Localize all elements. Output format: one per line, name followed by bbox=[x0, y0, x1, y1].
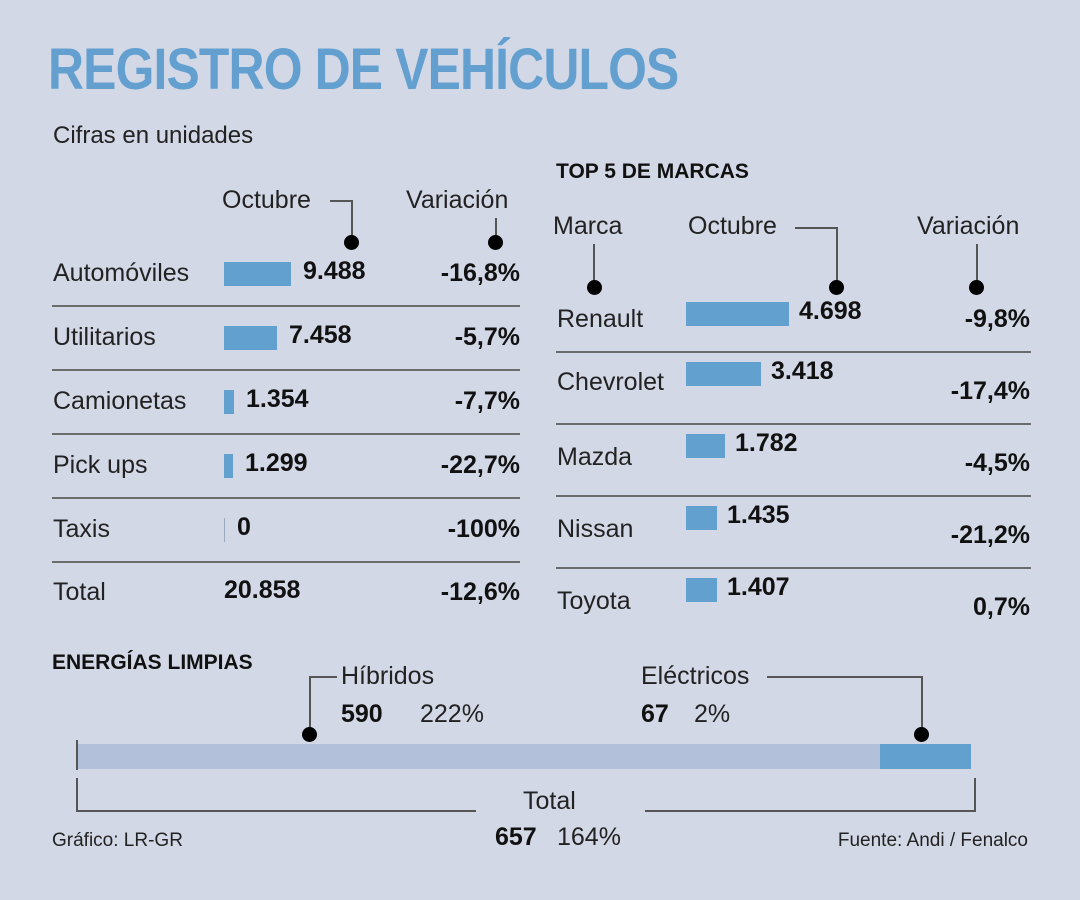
vehicle-type-bar bbox=[224, 262, 291, 286]
variacion-brands-marker-dot bbox=[969, 280, 984, 295]
octubre-marker-dot bbox=[344, 235, 359, 250]
vehicle-type-variation: -5,7% bbox=[454, 323, 520, 351]
graphic-credit: Gráfico: LR-GR bbox=[52, 830, 183, 851]
vehicle-type-variation: -7,7% bbox=[454, 387, 520, 415]
vehicle-type-label: Camionetas bbox=[53, 387, 187, 415]
hybrid-value: 590 bbox=[341, 700, 383, 728]
hybrid-leader-line-v bbox=[309, 676, 311, 732]
row-divider bbox=[556, 423, 1031, 425]
brand-value: 3.418 bbox=[771, 357, 834, 385]
hybrid-variation: 222% bbox=[420, 700, 484, 728]
page-title: REGISTRO DE VEHÍCULOS bbox=[48, 37, 679, 102]
row-divider bbox=[556, 351, 1031, 353]
total-variation: -12,6% bbox=[440, 578, 520, 606]
brand-label: Chevrolet bbox=[557, 368, 664, 396]
hybrid-bar-segment bbox=[78, 744, 880, 769]
marca-leader-line bbox=[593, 244, 595, 282]
brand-bar bbox=[686, 506, 717, 530]
brand-bar bbox=[686, 362, 761, 386]
brand-variation: -9,8% bbox=[964, 305, 1030, 333]
vehicle-type-variation: -100% bbox=[447, 515, 520, 543]
total-bracket-right bbox=[974, 778, 976, 812]
octubre-leader-line-h bbox=[330, 200, 352, 202]
units-subtitle: Cifras en unidades bbox=[53, 122, 254, 149]
vehicle-type-label: Automóviles bbox=[53, 259, 190, 287]
vehicle-type-variation: -16,8% bbox=[440, 259, 520, 287]
column-header-marca: Marca bbox=[553, 212, 623, 240]
vehicle-type-value: 1.354 bbox=[246, 385, 309, 413]
column-header-variacion: Variación bbox=[406, 186, 509, 214]
clean-total-variation: 164% bbox=[557, 823, 621, 851]
brand-bar bbox=[686, 434, 725, 458]
electric-marker-dot bbox=[914, 727, 929, 742]
row-divider bbox=[52, 369, 520, 371]
octubre-leader-line-v bbox=[351, 200, 353, 238]
row-divider bbox=[556, 567, 1031, 569]
total-value: 20.858 bbox=[224, 576, 301, 604]
column-header-octubre: Octubre bbox=[222, 186, 311, 214]
total-bracket-bottom-right bbox=[645, 810, 975, 812]
hybrid-leader-line-h bbox=[309, 676, 337, 678]
clean-energy-title: ENERGÍAS LIMPIAS bbox=[52, 651, 253, 674]
brand-value: 1.407 bbox=[727, 573, 790, 601]
row-divider bbox=[556, 495, 1031, 497]
vehicle-type-value: 0 bbox=[237, 513, 251, 541]
vehicle-type-bar bbox=[224, 518, 225, 542]
octubre-brands-leader-line-h bbox=[795, 227, 837, 229]
brand-label: Renault bbox=[557, 305, 644, 333]
row-divider bbox=[52, 497, 520, 499]
marca-marker-dot bbox=[587, 280, 602, 295]
vehicle-type-variation: -22,7% bbox=[440, 451, 520, 479]
vehicle-type-label: Utilitarios bbox=[53, 323, 156, 351]
brand-bar bbox=[686, 302, 789, 326]
total-bracket-bottom-left bbox=[76, 810, 476, 812]
brand-value: 4.698 bbox=[799, 297, 862, 325]
electric-value: 67 bbox=[641, 700, 669, 728]
electric-label: Eléctricos bbox=[641, 662, 750, 690]
data-source: Fuente: Andi / Fenalco bbox=[837, 830, 1028, 851]
brand-variation: -17,4% bbox=[950, 377, 1030, 405]
electric-leader-line-v bbox=[921, 676, 923, 732]
vehicle-type-bar bbox=[224, 390, 234, 414]
vehicle-type-value: 9.488 bbox=[303, 257, 366, 285]
top-brands-title: TOP 5 DE MARCAS bbox=[556, 160, 749, 183]
vehicle-type-value: 7.458 bbox=[289, 321, 352, 349]
variacion-brands-leader-line bbox=[976, 244, 978, 282]
stack-start-tick bbox=[76, 740, 78, 770]
vehicle-type-bar bbox=[224, 454, 233, 478]
vehicle-type-label: Taxis bbox=[53, 515, 110, 543]
electric-variation: 2% bbox=[694, 700, 731, 728]
total-bracket-left bbox=[76, 778, 78, 812]
brand-value: 1.435 bbox=[727, 501, 790, 529]
total-label: Total bbox=[53, 578, 106, 606]
brand-label: Nissan bbox=[557, 515, 634, 543]
clean-total-value: 657 bbox=[495, 823, 537, 851]
row-divider bbox=[52, 433, 520, 435]
electric-leader-line-h bbox=[767, 676, 922, 678]
hybrid-label: Híbridos bbox=[341, 662, 435, 690]
brand-label: Mazda bbox=[557, 443, 633, 471]
hybrid-marker-dot bbox=[302, 727, 317, 742]
vehicle-type-label: Pick ups bbox=[53, 451, 148, 479]
vehicle-type-value: 1.299 bbox=[245, 449, 308, 477]
brand-bar bbox=[686, 578, 717, 602]
electric-bar-segment bbox=[880, 744, 971, 769]
brand-variation: -21,2% bbox=[950, 521, 1030, 549]
brand-value: 1.782 bbox=[735, 429, 798, 457]
clean-total-label: Total bbox=[523, 787, 576, 815]
octubre-brands-leader-line-v bbox=[836, 227, 838, 282]
row-divider bbox=[52, 561, 520, 563]
variacion-marker-dot bbox=[488, 235, 503, 250]
column-header-octubre-brands: Octubre bbox=[688, 212, 777, 240]
column-header-variacion-brands: Variación bbox=[917, 212, 1020, 240]
brand-variation: -4,5% bbox=[964, 449, 1030, 477]
row-divider bbox=[52, 305, 520, 307]
octubre-brands-marker-dot bbox=[829, 280, 844, 295]
vehicle-type-bar bbox=[224, 326, 277, 350]
brand-label: Toyota bbox=[557, 587, 631, 615]
variacion-leader-line bbox=[495, 218, 497, 238]
brand-variation: 0,7% bbox=[973, 593, 1030, 621]
